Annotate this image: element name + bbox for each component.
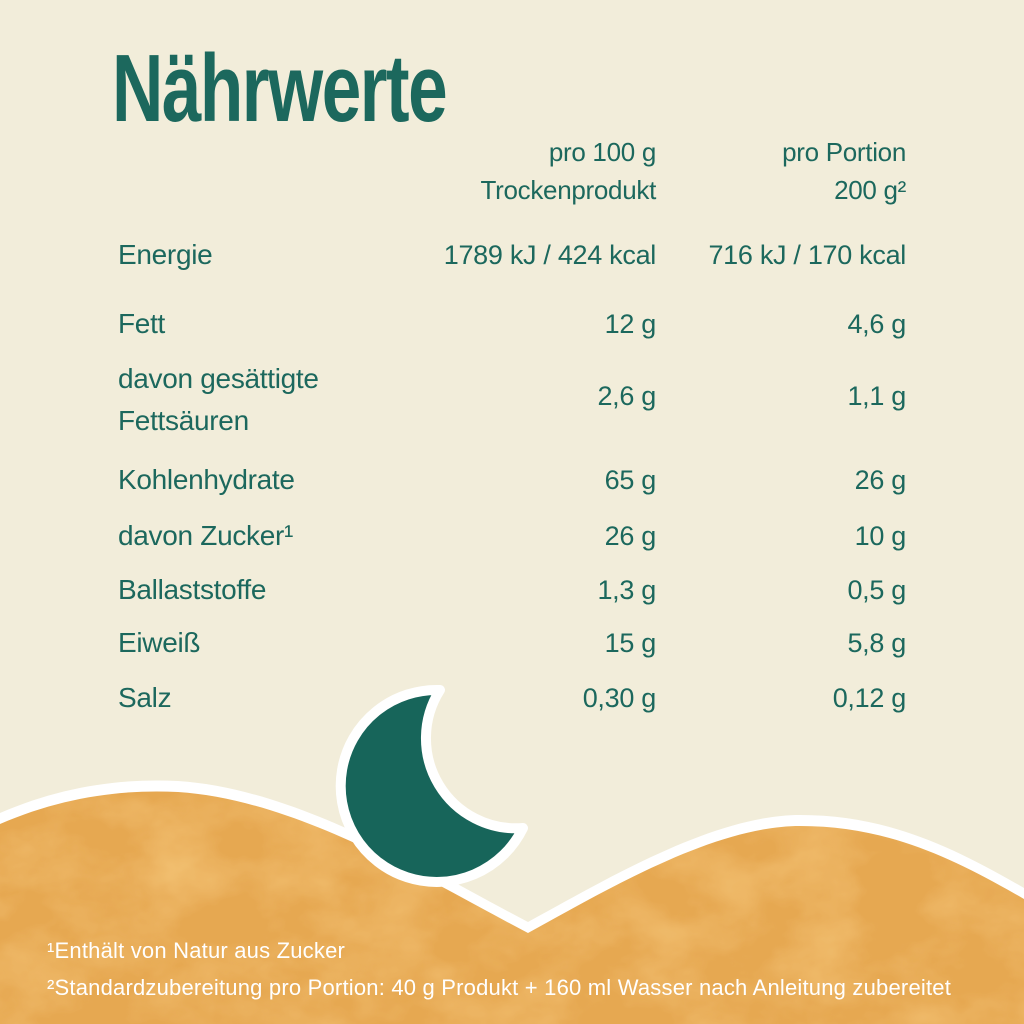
row-label-gesaettigte-line1: davon gesättigte	[118, 363, 319, 394]
row-value-ballaststoffe-per-100g: 1,3 g	[597, 575, 656, 605]
column-header-per-100g: pro 100 g Trockenprodukt	[480, 133, 657, 209]
row-value-kohlenhydrate-per-portion: 26 g	[854, 465, 907, 495]
row-value-ballaststoffe-per-portion: 0,5 g	[847, 575, 906, 605]
page-title: Nährwerte	[112, 35, 448, 142]
row-value-salz-per-portion: 0,12 g	[832, 683, 907, 713]
row-value-salz-per-100g: 0,30 g	[582, 683, 657, 713]
row-value-energie-per-100g: 1789 kJ / 424 kcal	[443, 240, 657, 270]
column-header-per-100g-line1: pro 100 g	[548, 137, 656, 167]
row-value-eiweiss-per-100g: 15 g	[604, 628, 657, 658]
row-value-eiweiss-per-portion: 5,8 g	[847, 628, 906, 658]
crescent-moon-icon	[335, 684, 528, 887]
row-value-gesaettigte-per-100g: 2,6 g	[597, 381, 656, 411]
row-label-fett: Fett	[118, 308, 166, 339]
row-label-gesaettigte-fettsaeuren: davon gesättigte Fettsäuren	[118, 358, 319, 442]
column-header-per-portion-line1: pro Portion	[782, 137, 906, 167]
row-label-kohlenhydrate: Kohlenhydrate	[118, 464, 295, 495]
row-label-energie: Energie	[118, 239, 213, 270]
row-value-kohlenhydrate-per-100g: 65 g	[604, 465, 657, 495]
row-value-fett-per-100g: 12 g	[604, 309, 657, 339]
row-value-energie-per-portion: 716 kJ / 170 kcal	[708, 240, 906, 270]
row-label-ballaststoffe: Ballaststoffe	[118, 574, 267, 605]
row-label-gesaettigte-line2: Fettsäuren	[118, 405, 249, 436]
row-value-gesaettigte-per-portion: 1,1 g	[847, 381, 906, 411]
footnote-sugar: ¹Enthält von Natur aus Zucker	[47, 938, 346, 963]
column-header-per-portion: pro Portion 200 g²	[782, 133, 906, 209]
footnote-preparation: ²Standardzubereitung pro Portion: 40 g P…	[47, 975, 952, 1000]
row-value-fett-per-portion: 4,6 g	[847, 309, 906, 339]
row-value-zucker-per-100g: 26 g	[604, 521, 657, 551]
column-header-per-portion-line2: 200 g²	[834, 175, 906, 205]
row-label-salz: Salz	[118, 682, 172, 713]
column-header-per-100g-line2: Trockenprodukt	[480, 175, 657, 205]
row-label-zucker: davon Zucker¹	[118, 520, 294, 551]
row-value-zucker-per-portion: 10 g	[854, 521, 907, 551]
row-label-eiweiss: Eiweiß	[118, 627, 201, 658]
